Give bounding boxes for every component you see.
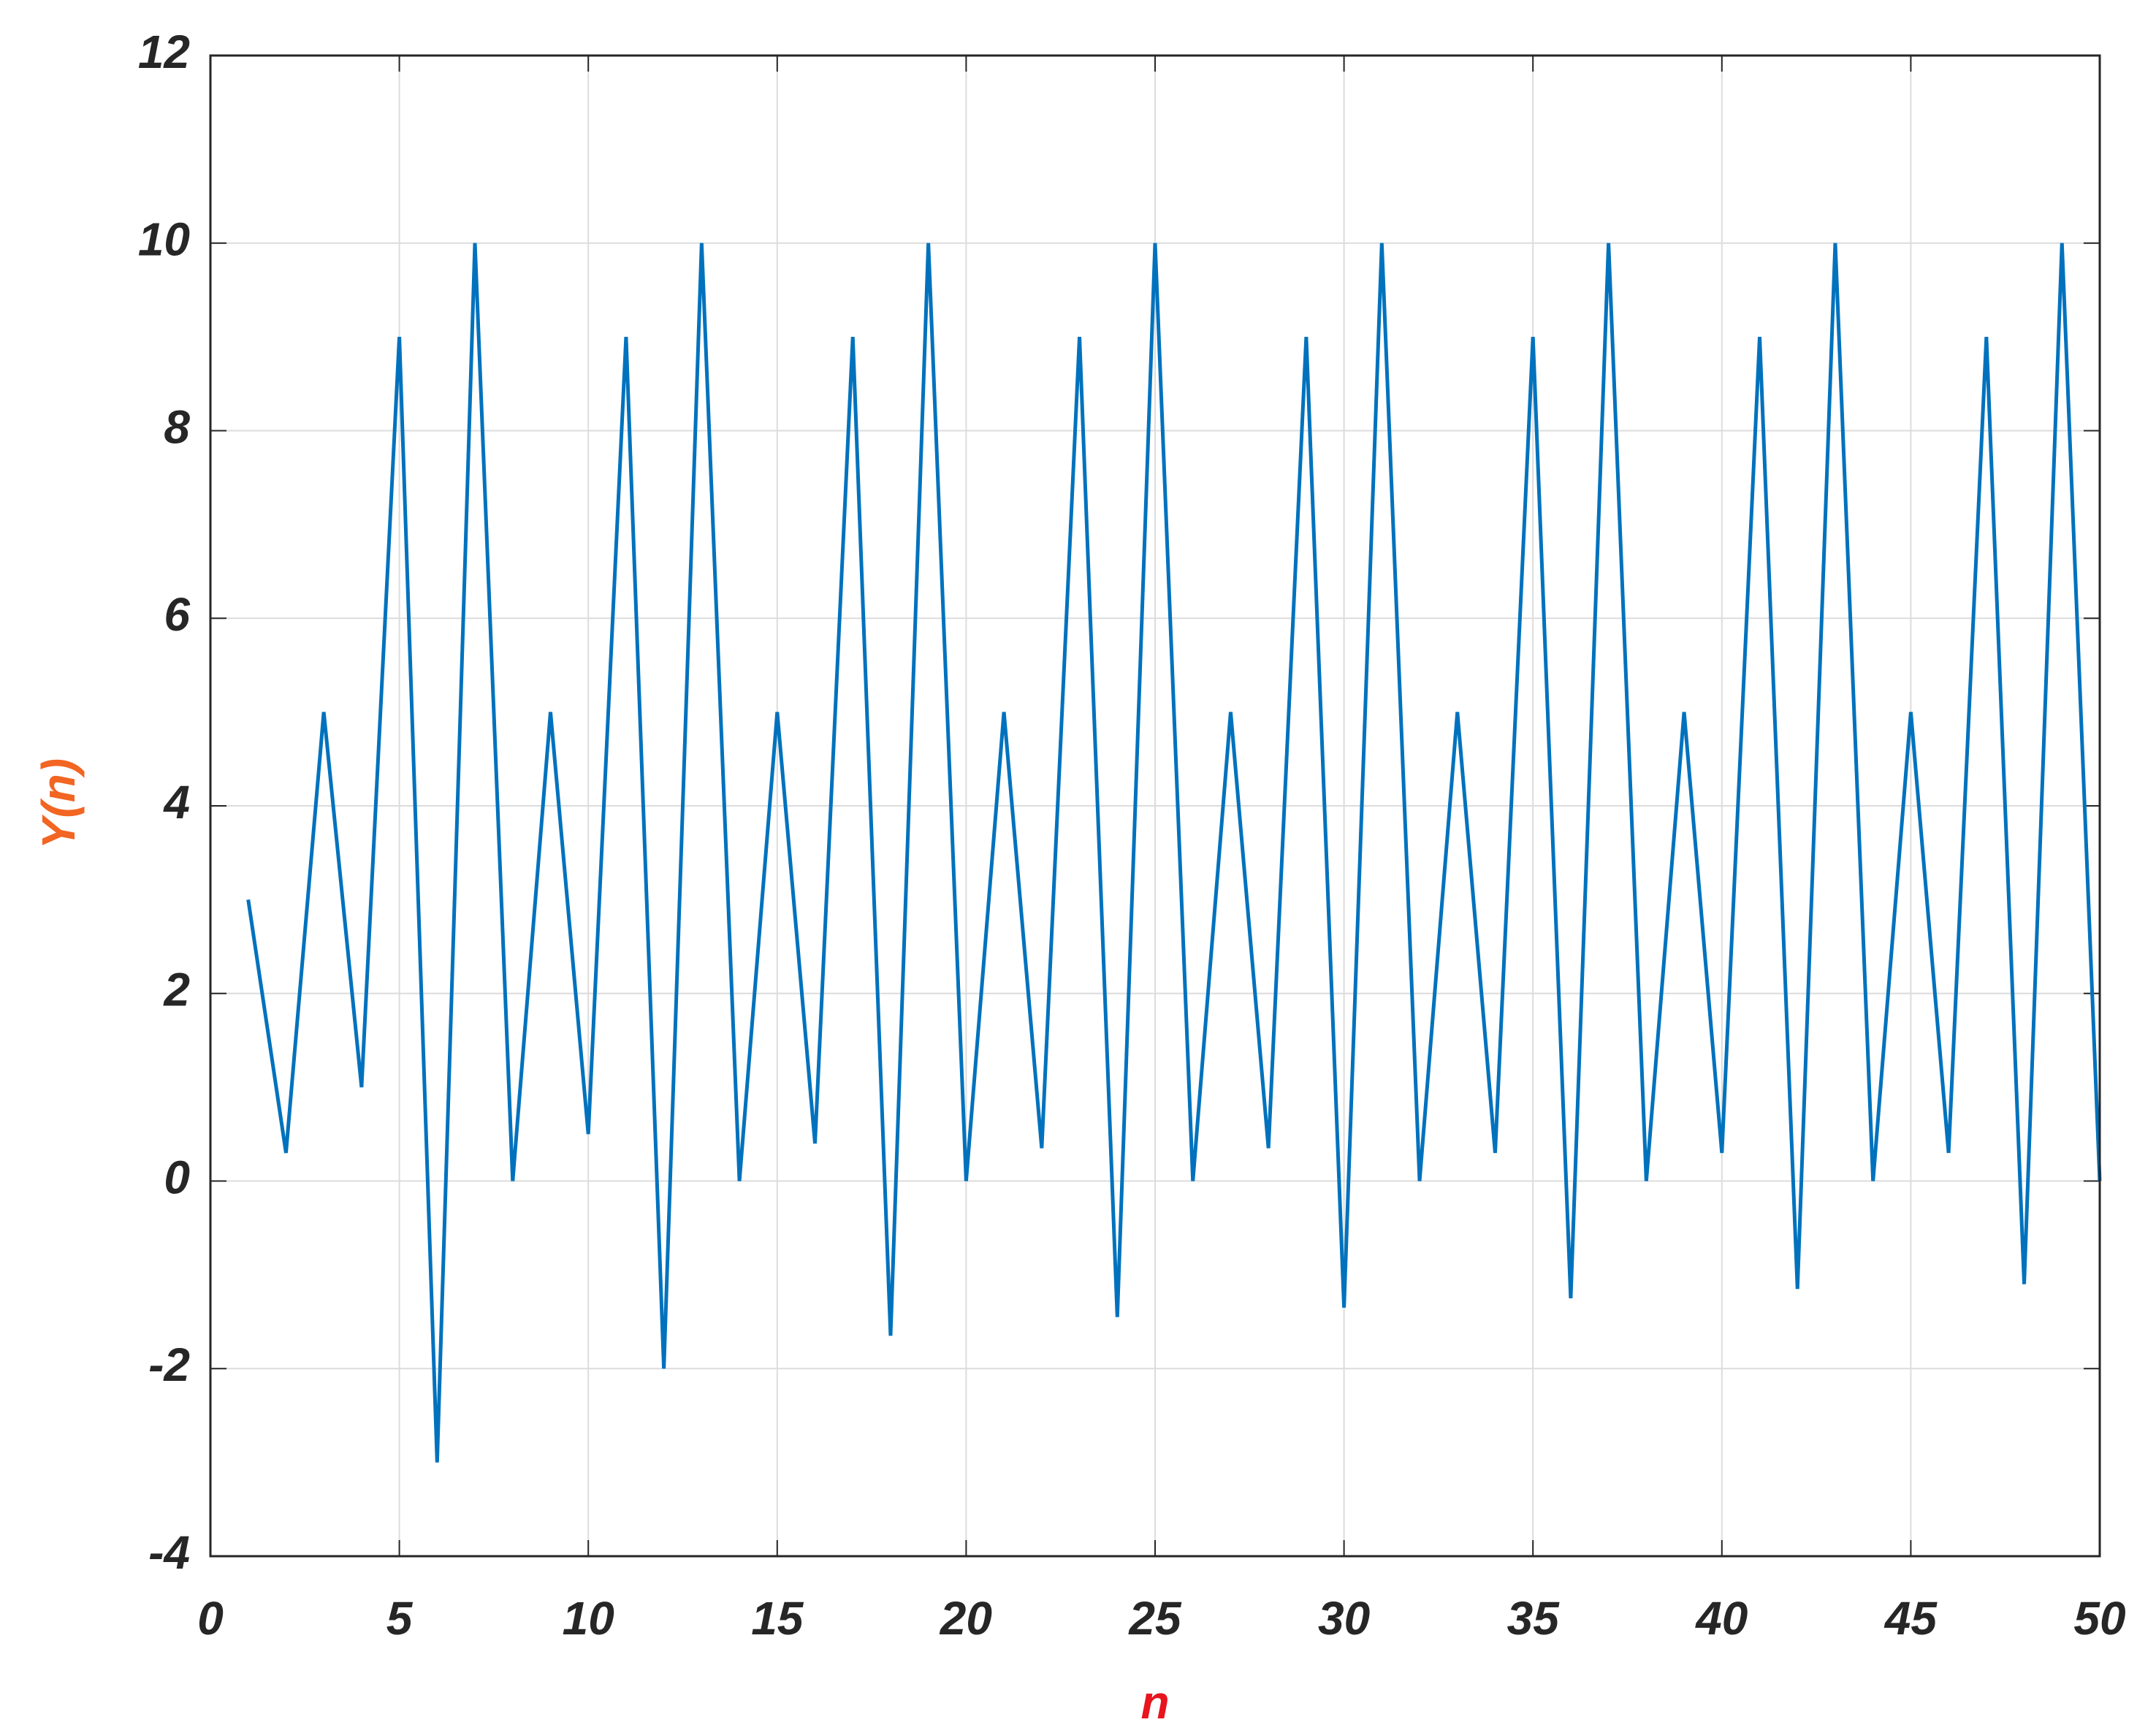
- y-tick-label: -4: [148, 1526, 190, 1579]
- y-tick-label: 12: [138, 26, 190, 78]
- x-tick-label: 35: [1507, 1592, 1561, 1645]
- y-axis-label: Y(n): [32, 758, 85, 849]
- y-tick-label: -2: [148, 1338, 190, 1391]
- data-line: [246, 243, 2102, 1463]
- x-tick-label: 0: [197, 1592, 224, 1645]
- axes-box: [209, 54, 2101, 1558]
- x-tick-label: 45: [1883, 1592, 1938, 1645]
- x-tick-label: 30: [1318, 1592, 1370, 1645]
- y-tick-label: 2: [163, 964, 190, 1016]
- y-tick-label: 0: [164, 1151, 190, 1203]
- y-tick-label: 8: [164, 400, 190, 453]
- x-tick-label: 10: [563, 1592, 614, 1645]
- x-tick-label: 20: [940, 1592, 992, 1645]
- x-tick-label: 5: [386, 1592, 414, 1645]
- y-tick-label: 10: [138, 213, 190, 266]
- y-tick-label: 4: [162, 776, 190, 829]
- y-tick-label: 6: [164, 588, 190, 641]
- x-tick-label: 25: [1128, 1592, 1182, 1645]
- x-tick-label: 40: [1694, 1592, 1748, 1645]
- x-tick-label: 50: [2073, 1592, 2125, 1645]
- x-axis-label: n: [1140, 1676, 1169, 1729]
- x-tick-label: 15: [751, 1592, 804, 1645]
